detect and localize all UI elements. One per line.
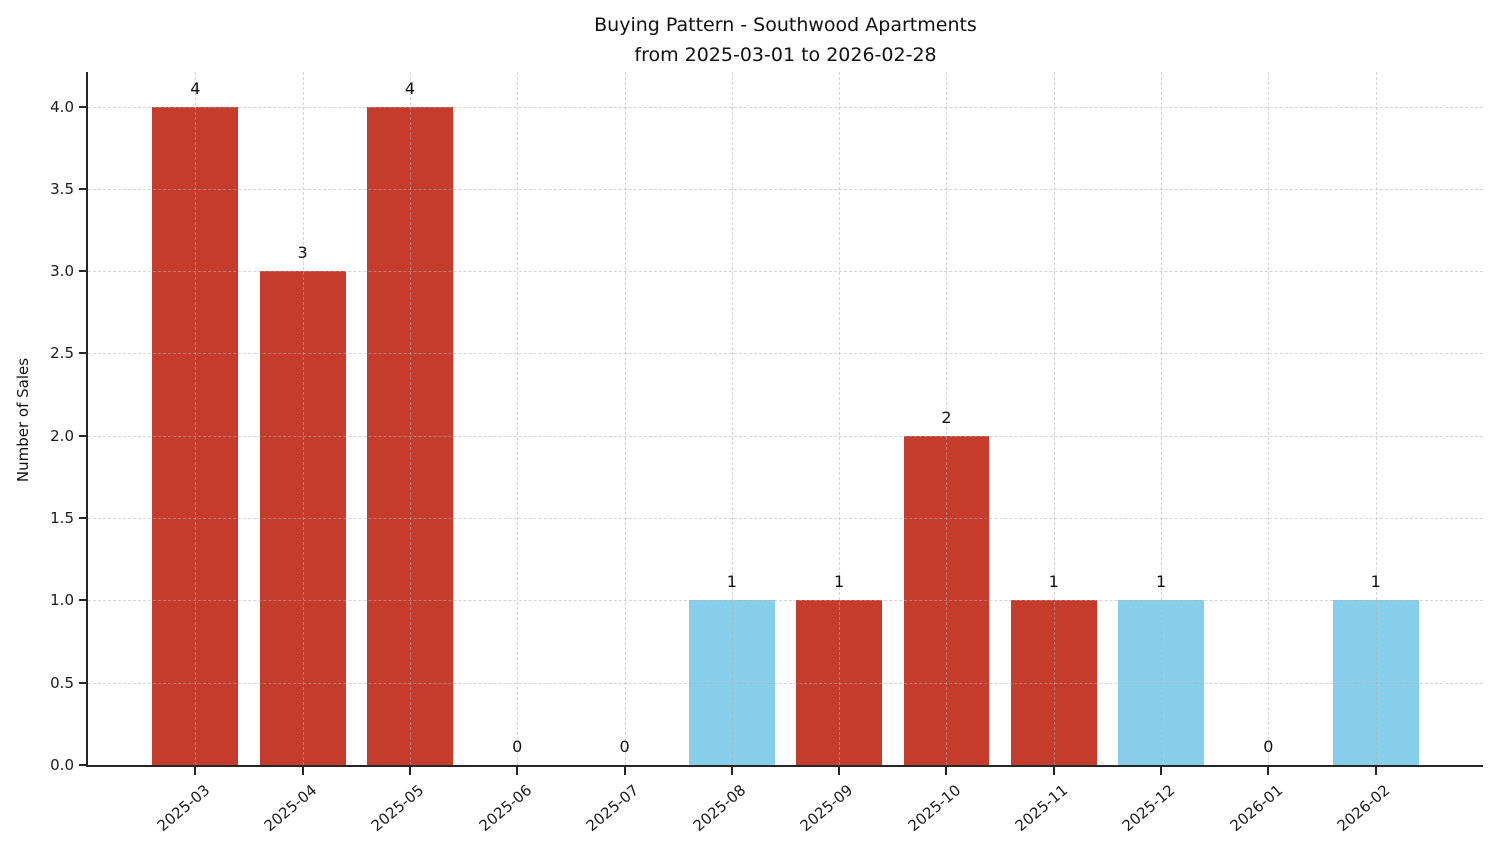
x-tick-mark (516, 767, 519, 775)
gridline-horizontal (88, 435, 1483, 437)
x-tick-mark (1374, 767, 1377, 775)
x-tick-mark (1267, 767, 1270, 775)
bar-value-label: 1 (1370, 572, 1381, 592)
x-tick-mark (408, 767, 411, 775)
y-tick-label: 1.5 (50, 509, 74, 528)
x-tick-mark (623, 767, 626, 775)
y-tick-mark (79, 599, 86, 602)
gridline-horizontal (88, 353, 1483, 355)
x-tick-label: 2025-05 (367, 781, 428, 836)
bar-value-label: 3 (297, 243, 308, 263)
y-axis-spine (86, 72, 88, 767)
bar-value-label: 1 (1048, 572, 1059, 592)
gridline-vertical (409, 72, 411, 765)
y-tick-label: 2.5 (50, 344, 74, 363)
y-tick-label: 1.0 (50, 591, 74, 610)
y-tick-mark (79, 352, 86, 355)
gridline-vertical (1375, 72, 1377, 765)
chart-title-line2: from 2025-03-01 to 2026-02-28 (634, 44, 937, 66)
gridline-vertical (1053, 72, 1055, 765)
y-tick-label: 0.0 (50, 756, 74, 774)
x-tick-mark (838, 767, 841, 775)
x-tick-label: 2025-08 (689, 781, 750, 836)
x-tick-label: 2025-10 (904, 781, 965, 836)
y-tick-label: 0.5 (50, 673, 74, 692)
gridline-horizontal (88, 106, 1483, 108)
x-tick-label: 2025-07 (582, 781, 643, 836)
x-tick-label: 2026-01 (1226, 781, 1286, 836)
x-tick-label: 2025-09 (797, 781, 857, 836)
gridline-vertical (1268, 72, 1270, 765)
y-tick-mark (79, 105, 86, 108)
gridline-vertical (517, 72, 519, 765)
gridline-vertical (839, 72, 841, 765)
bar-value-label: 4 (404, 78, 416, 98)
x-tick-label: 2025-11 (1011, 781, 1072, 836)
bar-value-label: 1 (726, 572, 737, 592)
y-tick-mark (79, 187, 86, 190)
y-tick-label: 3.5 (50, 179, 74, 198)
y-tick-mark (79, 681, 86, 684)
chart-title-line1: Buying Pattern - Southwood Apartments (594, 14, 977, 36)
x-tick-label: 2025-12 (1119, 781, 1179, 836)
bar-value-label: 4 (190, 78, 201, 98)
gridline-vertical (302, 72, 304, 765)
x-tick-mark (301, 767, 304, 775)
bar-value-label: 1 (1155, 572, 1167, 592)
y-tick-mark (79, 270, 86, 273)
bar-value-label: 0 (1263, 737, 1274, 756)
gridline-vertical (1161, 72, 1163, 765)
x-tick-label: 2026-02 (1333, 781, 1394, 836)
x-tick-label: 2025-04 (260, 781, 321, 836)
x-tick-label: 2025-06 (475, 781, 535, 836)
gridline-vertical (624, 72, 626, 765)
y-tick-label: 3.0 (50, 262, 74, 281)
gridline-vertical (731, 72, 733, 765)
bar-value-label: 2 (941, 407, 952, 427)
gridline-horizontal (88, 600, 1483, 602)
y-tick-label: 4.0 (50, 97, 74, 116)
x-tick-mark (730, 767, 733, 775)
gridline-vertical (195, 72, 197, 765)
x-axis-spine (86, 765, 1483, 767)
y-tick-mark (79, 517, 86, 520)
gridline-horizontal (88, 271, 1483, 273)
gridline-horizontal (88, 518, 1483, 520)
x-tick-mark (1160, 767, 1163, 775)
bar-value-label: 0 (512, 737, 523, 756)
x-tick-mark (1052, 767, 1055, 775)
x-tick-label: 2025-03 (153, 781, 213, 836)
y-tick-label: 2.0 (50, 426, 74, 445)
y-tick-mark (79, 764, 86, 766)
x-tick-mark (194, 767, 197, 775)
bar-value-label: 1 (834, 572, 845, 592)
y-tick-mark (79, 434, 86, 437)
x-tick-mark (945, 767, 948, 775)
gridline-vertical (946, 72, 948, 765)
bar-value-label: 0 (619, 737, 630, 756)
chart-title: Buying Pattern - Southwood Apartments fr… (88, 10, 1483, 70)
gridline-horizontal (88, 188, 1483, 190)
gridline-horizontal (88, 682, 1483, 684)
